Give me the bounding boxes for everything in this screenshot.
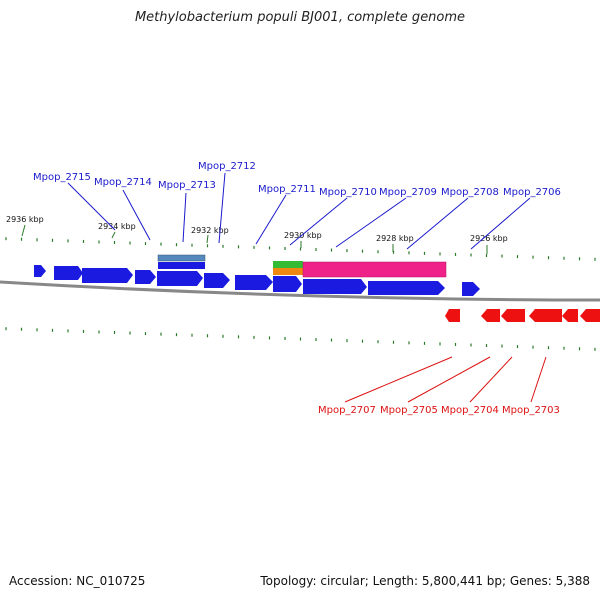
accession-text: Accession: NC_010725 (9, 574, 146, 588)
forward-gene (82, 268, 133, 283)
map-title: Methylobacterium populi BJ001, complete … (134, 10, 466, 25)
gene-label-mpop-2714: Mpop_2714 (94, 177, 152, 188)
feature-bars (157, 254, 447, 278)
forward-gene (204, 273, 230, 288)
gene-label-mpop-2708: Mpop_2708 (441, 187, 499, 198)
forward-genes (34, 265, 480, 296)
gene-label-mpop-2710: Mpop_2710 (319, 187, 377, 198)
forward-gene (157, 271, 203, 286)
gene-label-mpop-2704: Mpop_2704 (441, 405, 499, 416)
reverse-gene (501, 309, 525, 322)
kbp-label: 2930 kbp (284, 231, 322, 240)
kbp-label: 2928 kbp (376, 234, 414, 243)
forward-gene (34, 265, 46, 277)
kbp-label: 2926 kbp (470, 234, 508, 243)
forward-gene (54, 266, 83, 280)
gene-label-mpop-2705: Mpop_2705 (380, 405, 438, 416)
reverse-gene (529, 309, 562, 322)
forward-gene (368, 281, 445, 295)
feature-green (273, 261, 303, 268)
reverse-gene (445, 309, 460, 322)
reverse-callouts: Mpop_2707 Mpop_2705 Mpop_2704 Mpop_2703 (318, 356, 560, 416)
kbp-label: 2934 kbp (98, 222, 136, 231)
forward-gene (235, 275, 273, 290)
kbp-label: 2932 kbp (191, 226, 229, 235)
reverse-gene (580, 309, 600, 322)
reverse-genes (445, 309, 600, 322)
forward-gene (303, 279, 367, 294)
reverse-gene (562, 309, 578, 322)
gene-label-mpop-2706: Mpop_2706 (503, 187, 561, 198)
ticks-top (5, 237, 596, 261)
feature-steelblue (157, 254, 206, 262)
gene-label-mpop-2715: Mpop_2715 (33, 172, 91, 183)
forward-gene (273, 276, 302, 292)
kbp-label: 2936 kbp (6, 215, 44, 224)
feature-orange (273, 268, 303, 275)
forward-gene (135, 270, 156, 284)
topology-stats-text: Topology: circular; Length: 5,800,441 bp… (260, 574, 590, 588)
feature-magenta (302, 261, 447, 278)
gene-label-mpop-2712: Mpop_2712 (198, 161, 256, 172)
gene-label-mpop-2713: Mpop_2713 (158, 180, 216, 191)
genome-backbone (0, 280, 600, 302)
gene-label-mpop-2711: Mpop_2711 (258, 184, 316, 195)
ticks-bottom (5, 327, 596, 351)
gene-label-mpop-2709: Mpop_2709 (379, 187, 437, 198)
gene-label-mpop-2707: Mpop_2707 (318, 405, 376, 416)
forward-gene (462, 282, 480, 296)
kbp-labels: 2936 kbp 2934 kbp 2932 kbp 2930 kbp 2928… (6, 215, 508, 254)
feature-navy (158, 262, 205, 269)
gene-label-mpop-2703: Mpop_2703 (502, 405, 560, 416)
forward-callouts: Mpop_2715 Mpop_2714 Mpop_2713 Mpop_2712 … (33, 161, 561, 250)
reverse-gene (481, 309, 500, 322)
